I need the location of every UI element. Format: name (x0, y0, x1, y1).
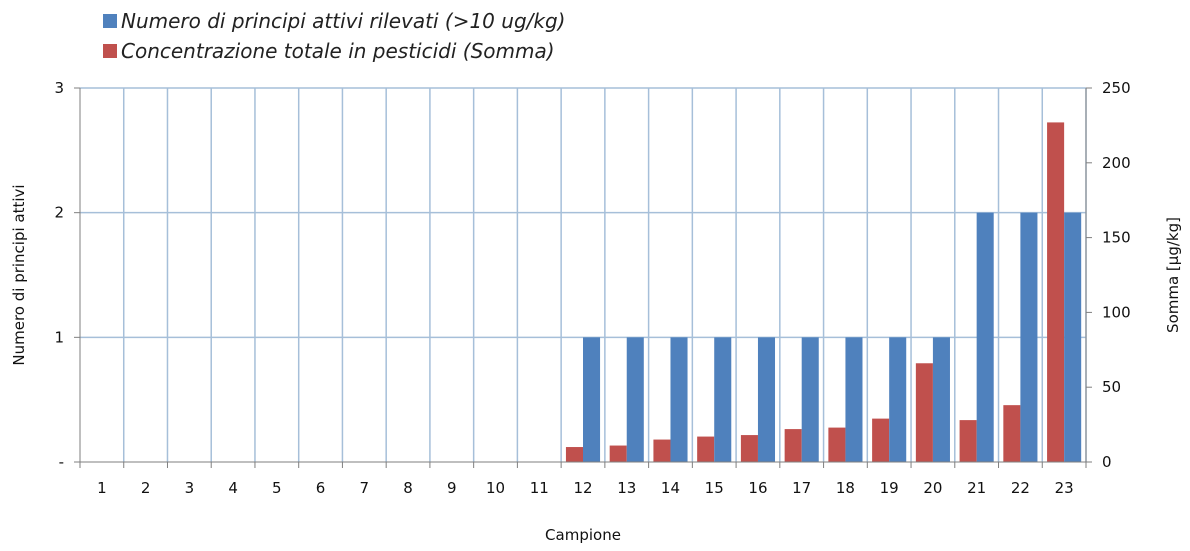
y-right-tick-label: 200 (1102, 154, 1131, 172)
bar-somma-12 (565, 447, 583, 462)
x-tick-label: 23 (1055, 479, 1074, 497)
bar-principi-21 (976, 212, 994, 462)
x-tick-label: 7 (360, 479, 370, 497)
x-tick-label: 10 (486, 479, 505, 497)
y-left-tick-label: - (59, 453, 64, 471)
bar-principi-14 (670, 337, 688, 462)
bar-somma-15 (697, 436, 715, 462)
y-axis-title-left: Numero di principi attivi (10, 184, 28, 365)
x-tick-label: 17 (792, 479, 811, 497)
x-tick-label: 22 (1011, 479, 1030, 497)
x-tick-label: 2 (141, 479, 151, 497)
x-tick-label: 15 (705, 479, 724, 497)
bar-principi-15 (714, 337, 732, 462)
x-tick-label: 14 (661, 479, 680, 497)
legend-label-count: Numero di principi attivi rilevati (>10 … (121, 9, 566, 33)
x-tick-label: 19 (880, 479, 899, 497)
bar-somma-13 (609, 445, 627, 462)
x-tick-label: 12 (573, 479, 592, 497)
y-left-tick-label: 1 (54, 328, 64, 346)
bar-principi-22 (1020, 212, 1038, 462)
bar-somma-14 (653, 439, 671, 462)
bar-principi-18 (845, 337, 863, 462)
legend-item-count: Numero di principi attivi rilevati (>10 … (103, 6, 565, 36)
bar-somma-23 (1047, 122, 1065, 463)
bar-somma-17 (784, 429, 802, 462)
legend-swatch-sum (103, 44, 117, 58)
bar-somma-18 (828, 427, 846, 462)
legend-label-sum: Concentrazione totale in pesticidi (Somm… (121, 39, 555, 63)
y-right-tick-label: 0 (1102, 453, 1112, 471)
y-left-tick-label: 2 (54, 204, 64, 222)
x-tick-label: 9 (447, 479, 457, 497)
x-tick-label: 16 (748, 479, 767, 497)
legend-item-sum: Concentrazione totale in pesticidi (Somm… (103, 36, 565, 66)
bar-principi-12 (583, 337, 601, 462)
y-right-tick-label: 100 (1102, 303, 1131, 321)
x-tick-label: 4 (228, 479, 238, 497)
bar-principi-20 (932, 337, 950, 462)
axes (74, 87, 1092, 468)
x-tick-label: 8 (403, 479, 413, 497)
bar-somma-22 (1003, 405, 1021, 462)
x-tick-label: 1 (97, 479, 107, 497)
y-right-tick-label: 150 (1102, 229, 1131, 247)
y-axis-title-right: Somma [µg/kg] (1164, 217, 1182, 333)
grid (80, 87, 1087, 462)
bar-somma-21 (959, 420, 977, 462)
bar-principi-17 (801, 337, 819, 462)
x-tick-label: 13 (617, 479, 636, 497)
x-tick-label: 21 (967, 479, 986, 497)
bar-principi-16 (757, 337, 776, 462)
bar-principi-23 (1064, 212, 1082, 462)
bar-principi-13 (626, 337, 644, 462)
bar-somma-19 (872, 418, 890, 462)
x-tick-label: 20 (923, 479, 942, 497)
bars (565, 122, 1082, 463)
bar-somma-16 (740, 435, 758, 462)
x-tick-label: 5 (272, 479, 282, 497)
x-tick-label: 18 (836, 479, 855, 497)
y-right-tick-label: 250 (1102, 79, 1131, 97)
x-axis-title: Campione (545, 526, 621, 544)
bar-somma-20 (915, 363, 933, 462)
y-left-tick-label: 3 (54, 79, 64, 97)
x-tick-label: 6 (316, 479, 326, 497)
legend-swatch-count (103, 14, 117, 28)
bar-principi-19 (889, 337, 907, 462)
x-tick-label: 11 (530, 479, 549, 497)
chart-legend: Numero di principi attivi rilevati (>10 … (103, 6, 565, 66)
y-right-tick-label: 50 (1102, 378, 1121, 396)
x-tick-label: 3 (185, 479, 195, 497)
